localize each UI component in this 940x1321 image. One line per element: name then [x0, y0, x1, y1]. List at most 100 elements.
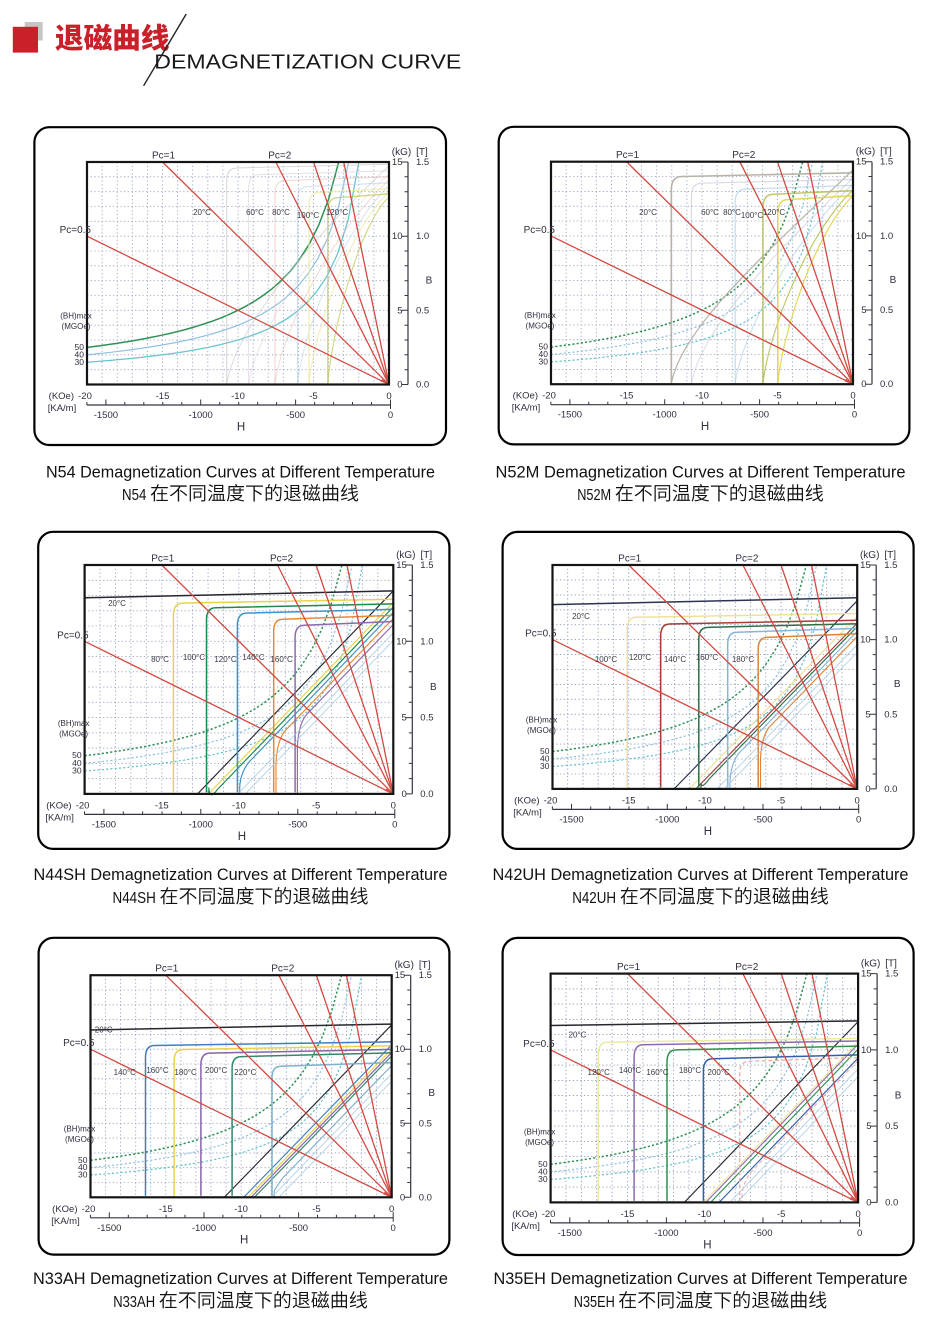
svg-text:-500: -500 — [286, 410, 305, 421]
svg-text:N52M: N52M — [577, 487, 615, 504]
svg-text:[T]: [T] — [419, 960, 431, 971]
svg-text:180°C: 180°C — [732, 655, 755, 664]
svg-text:0.0: 0.0 — [880, 379, 893, 390]
svg-text:0: 0 — [850, 391, 855, 402]
svg-text:(BH)max: (BH)max — [524, 1128, 556, 1137]
svg-text:200°C: 200°C — [708, 1068, 731, 1077]
svg-text:220°C: 220°C — [234, 1068, 257, 1077]
svg-text:140°C: 140°C — [664, 655, 687, 664]
svg-text:-15: -15 — [159, 1204, 173, 1215]
svg-text:N54: N54 — [122, 487, 150, 504]
svg-text:-1000: -1000 — [655, 814, 679, 825]
svg-text:-5: -5 — [312, 800, 320, 811]
svg-text:1.5: 1.5 — [884, 560, 897, 571]
svg-text:20°C: 20°C — [572, 612, 590, 621]
svg-text:(kG): (kG) — [392, 147, 411, 158]
svg-text:(kG): (kG) — [396, 550, 415, 561]
svg-text:180°C: 180°C — [174, 1068, 197, 1077]
svg-text:B: B — [428, 1088, 435, 1099]
svg-text:10: 10 — [392, 231, 403, 242]
svg-text:(MGOe): (MGOe) — [62, 322, 91, 331]
svg-text:50: 50 — [75, 342, 85, 352]
svg-text:10: 10 — [856, 231, 867, 242]
svg-text:0.0: 0.0 — [420, 789, 433, 800]
svg-text:0.0: 0.0 — [419, 1192, 432, 1203]
svg-text:1.0: 1.0 — [884, 635, 897, 646]
svg-text:(KOe): (KOe) — [512, 1209, 537, 1220]
svg-text:(BH)max: (BH)max — [58, 719, 90, 728]
svg-text:140°C: 140°C — [242, 653, 265, 662]
svg-text:-1500: -1500 — [94, 410, 118, 421]
svg-text:Pc=0.5: Pc=0.5 — [63, 1038, 95, 1049]
svg-text:0: 0 — [865, 784, 870, 795]
svg-text:0: 0 — [389, 1204, 394, 1215]
svg-text:(MGOe): (MGOe) — [526, 322, 555, 331]
svg-text:H: H — [237, 422, 245, 434]
svg-text:Pc=2: Pc=2 — [735, 962, 759, 973]
svg-text:120°C: 120°C — [763, 208, 786, 217]
svg-text:(KOe): (KOe) — [52, 1204, 77, 1215]
svg-text:0.5: 0.5 — [884, 709, 897, 720]
svg-text:-5: -5 — [777, 795, 785, 806]
svg-text:160°C: 160°C — [270, 655, 293, 664]
svg-text:1.0: 1.0 — [880, 231, 893, 242]
svg-text:-1000: -1000 — [189, 410, 213, 421]
svg-text:30: 30 — [540, 761, 550, 771]
svg-text:Pc=1: Pc=1 — [151, 554, 175, 565]
svg-text:-10: -10 — [234, 1204, 248, 1215]
svg-text:30: 30 — [72, 766, 82, 776]
svg-text:200°C: 200°C — [205, 1066, 228, 1075]
svg-text:140°C: 140°C — [114, 1068, 137, 1077]
svg-text:(MGOe): (MGOe) — [65, 1135, 94, 1144]
svg-text:40: 40 — [75, 349, 85, 359]
svg-text:(MGOe): (MGOe) — [525, 1138, 554, 1147]
svg-text:-20: -20 — [544, 795, 558, 806]
svg-text:-10: -10 — [698, 795, 712, 806]
svg-text:H: H — [701, 421, 709, 433]
svg-text:[KA/m]: [KA/m] — [512, 403, 541, 414]
svg-text:-20: -20 — [82, 1204, 96, 1215]
svg-text:20°C: 20°C — [193, 208, 211, 217]
svg-text:30: 30 — [75, 357, 85, 367]
svg-text:(KOe): (KOe) — [49, 391, 74, 402]
svg-text:0.0: 0.0 — [885, 1197, 898, 1208]
svg-text:(kG): (kG) — [860, 550, 879, 561]
svg-text:Pc=0.5: Pc=0.5 — [57, 630, 89, 641]
svg-text:-1500: -1500 — [97, 1223, 121, 1234]
svg-text:B: B — [890, 275, 897, 286]
svg-text:Pc=0.5: Pc=0.5 — [523, 1039, 555, 1050]
svg-text:DEMAGNETIZATION CURVE: DEMAGNETIZATION CURVE — [154, 50, 461, 73]
svg-text:15: 15 — [860, 560, 871, 571]
svg-text:-5: -5 — [309, 391, 317, 402]
svg-text:-5: -5 — [312, 1204, 320, 1215]
svg-text:-500: -500 — [288, 819, 307, 830]
svg-text:0.5: 0.5 — [885, 1121, 898, 1132]
svg-text:-1500: -1500 — [558, 1228, 582, 1239]
svg-text:0.0: 0.0 — [416, 380, 429, 391]
svg-text:0: 0 — [866, 1197, 871, 1208]
svg-text:-500: -500 — [753, 1228, 772, 1239]
svg-text:(MGOe): (MGOe) — [527, 726, 556, 735]
svg-text:-1000: -1000 — [189, 819, 213, 830]
svg-text:-500: -500 — [289, 1223, 308, 1234]
svg-text:(BH)max: (BH)max — [524, 311, 556, 320]
svg-text:Pc=2: Pc=2 — [732, 150, 756, 161]
svg-text:(MGOe): (MGOe) — [59, 730, 88, 739]
svg-text:180°C: 180°C — [679, 1066, 702, 1075]
svg-text:B: B — [894, 679, 901, 690]
svg-text:-500: -500 — [753, 814, 772, 825]
svg-text:[KA/m]: [KA/m] — [511, 1221, 540, 1232]
svg-text:N44SH Demagnetization Curves a: N44SH Demagnetization Curves at Differen… — [34, 865, 448, 884]
svg-text:120°C: 120°C — [588, 1068, 611, 1077]
svg-text:(kG): (kG) — [861, 959, 880, 970]
svg-text:15: 15 — [395, 970, 406, 981]
svg-text:N42UH: N42UH — [572, 890, 620, 907]
svg-text:0: 0 — [855, 1209, 860, 1220]
svg-text:30: 30 — [538, 1174, 548, 1184]
svg-text:0: 0 — [855, 795, 860, 806]
svg-text:B: B — [895, 1090, 902, 1101]
svg-text:0: 0 — [852, 410, 857, 421]
svg-text:Pc=1: Pc=1 — [616, 150, 640, 161]
svg-text:0.5: 0.5 — [416, 305, 429, 316]
svg-text:-5: -5 — [777, 1209, 785, 1220]
